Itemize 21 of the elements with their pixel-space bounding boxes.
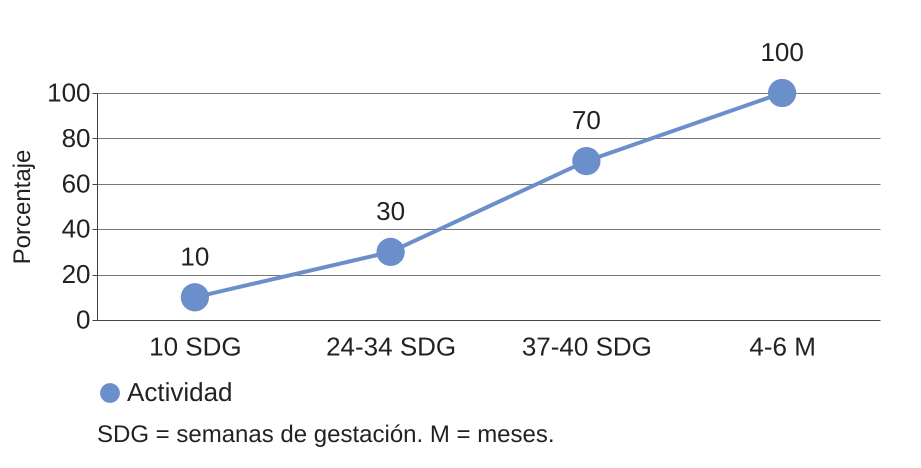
point xyxy=(180,283,210,312)
data-label: 30 xyxy=(376,196,406,226)
x-tick-label: 10 SDG xyxy=(149,332,242,362)
text: SDG = semanas de gestación. M = meses. xyxy=(97,421,555,448)
y-tick-label: 100 xyxy=(47,78,90,108)
point xyxy=(768,78,796,108)
data-label: 70 xyxy=(572,105,601,136)
x-tick-label: 37-40 SDG xyxy=(522,332,652,362)
point xyxy=(572,146,601,176)
y-tick-label: 80 xyxy=(62,122,90,153)
legend-label: Actividad xyxy=(127,377,232,407)
point xyxy=(376,238,405,266)
x-tick-label: 24-34 SDG xyxy=(326,332,456,362)
y-axis-title: Porcentaje xyxy=(9,150,36,264)
y-tick-label: 20 xyxy=(62,259,90,290)
data-label: 10 xyxy=(180,241,210,272)
x-tick-label: 4-6 M xyxy=(749,332,816,362)
y-tick-label: 0 xyxy=(76,304,90,334)
y-tick-label: 40 xyxy=(62,214,90,244)
data-label: 100 xyxy=(760,37,804,67)
y-tick-label: 60 xyxy=(62,168,90,198)
